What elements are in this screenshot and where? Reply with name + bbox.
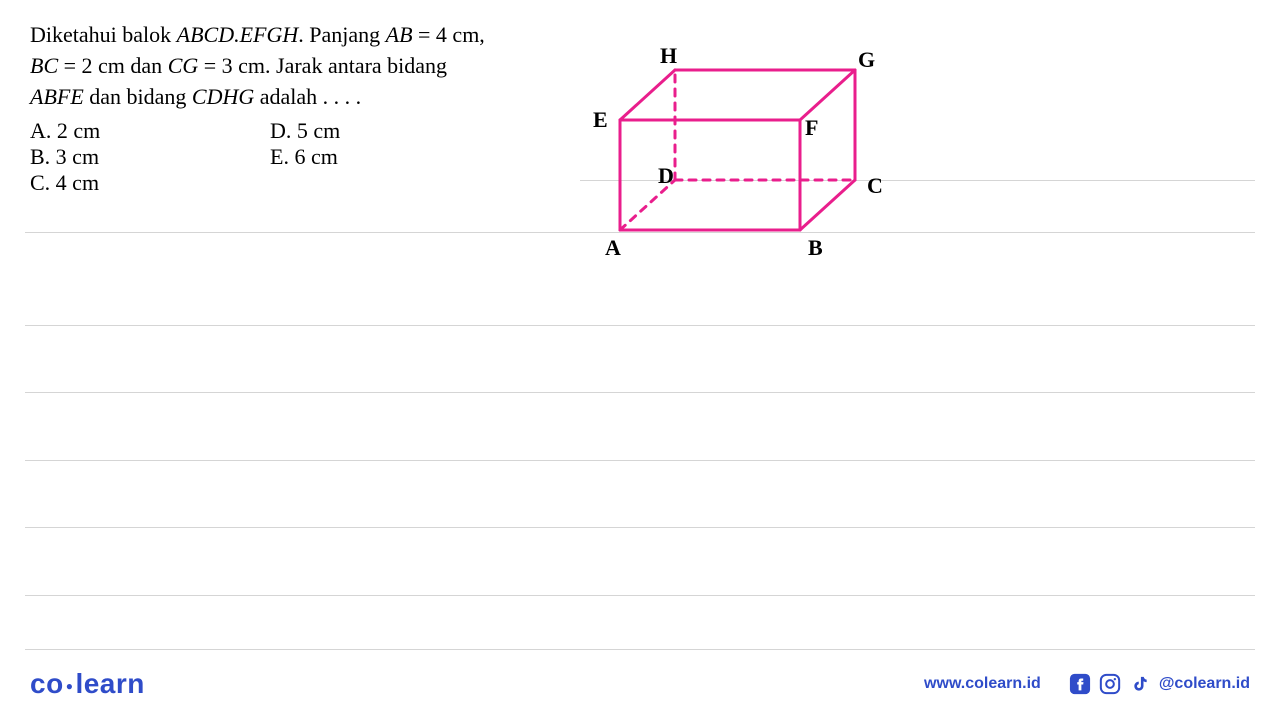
- logo-co: co: [30, 668, 64, 699]
- q-text: adalah . . . .: [254, 84, 361, 109]
- facebook-icon[interactable]: [1069, 673, 1091, 695]
- option-a: A. 2 cm: [30, 118, 270, 144]
- vertex-label-c: C: [867, 173, 883, 199]
- cuboid-svg: [590, 35, 930, 275]
- question-text: Diketahui balok ABCD.EFGH. Panjang AB = …: [30, 20, 560, 112]
- vertex-label-g: G: [858, 47, 875, 73]
- vertex-label-b: B: [808, 235, 823, 261]
- q-text: = 3 cm. Jarak antara bidang: [198, 53, 447, 78]
- q-text: Diketahui balok: [30, 22, 177, 47]
- footer-handle[interactable]: @colearn.id: [1159, 675, 1250, 693]
- footer-divider: [25, 649, 1255, 650]
- vertex-label-h: H: [660, 43, 677, 69]
- q-em: ABCD.EFGH: [177, 22, 299, 47]
- logo-learn: learn: [75, 668, 144, 699]
- ruled-line: [25, 325, 1255, 326]
- q-em: BC: [30, 53, 58, 78]
- q-text: = 2 cm dan: [58, 53, 168, 78]
- logo-dot: ●: [66, 679, 74, 693]
- q-text: dan bidang: [84, 84, 192, 109]
- q-em: AB: [386, 22, 413, 47]
- q-text: . Panjang: [298, 22, 385, 47]
- ruled-line: [25, 595, 1255, 596]
- social-icons: @colearn.id: [1069, 673, 1250, 695]
- ruled-line: [25, 527, 1255, 528]
- option-b: B. 3 cm: [30, 144, 270, 170]
- q-em: ABFE: [30, 84, 84, 109]
- tiktok-icon[interactable]: [1129, 673, 1151, 695]
- vertex-label-f: F: [805, 115, 818, 141]
- footer-url[interactable]: www.colearn.id: [924, 675, 1041, 693]
- instagram-icon[interactable]: [1099, 673, 1121, 695]
- ruled-line: [25, 392, 1255, 393]
- ruled-line: [25, 460, 1255, 461]
- cuboid-diagram: A B C D E F G H: [590, 35, 930, 275]
- option-d: D. 5 cm: [270, 118, 510, 144]
- option-e: E. 6 cm: [270, 144, 510, 170]
- footer: co●learn www.colearn.id @colearn.id: [30, 668, 1250, 700]
- option-c: C. 4 cm: [30, 170, 270, 196]
- vertex-label-d: D: [658, 163, 674, 189]
- q-em: CG: [168, 53, 199, 78]
- q-text: = 4 cm,: [413, 22, 485, 47]
- logo: co●learn: [30, 668, 145, 700]
- vertex-label-e: E: [593, 107, 608, 133]
- q-em: CDHG: [192, 84, 254, 109]
- footer-right: www.colearn.id @colearn.id: [924, 673, 1250, 695]
- vertex-label-a: A: [605, 235, 621, 261]
